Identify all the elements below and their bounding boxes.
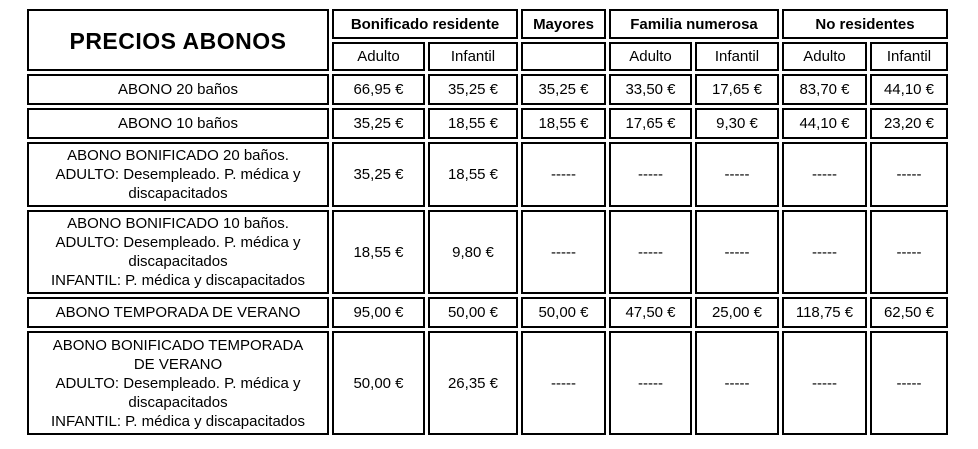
price-cell: 9,30 € [695, 108, 779, 139]
group-header-mayores: Mayores [521, 9, 606, 39]
precios-abonos-table: PRECIOS ABONOS Bonificado residente Mayo… [24, 6, 951, 438]
empty-price-cell: ----- [870, 142, 948, 207]
price-cell: 47,50 € [609, 297, 692, 328]
subheader-row: Adulto Infantil Adulto Infantil Adulto I… [27, 42, 948, 71]
price-cell: 35,25 € [332, 108, 425, 139]
price-cell: 18,55 € [332, 210, 425, 294]
empty-price-cell: ----- [782, 210, 867, 294]
row-label: ABONO TEMPORADA DE VERANO [27, 297, 329, 328]
group-header-no-residentes: No residentes [782, 9, 948, 39]
group-header-familia-numerosa: Familia numerosa [609, 9, 779, 39]
empty-price-cell: ----- [870, 210, 948, 294]
row-label: ABONO 10 baños [27, 108, 329, 139]
subheader-noresidentes-adulto: Adulto [782, 42, 867, 71]
row-label: ABONO BONIFICADO 20 baños. ADULTO: Desem… [27, 142, 329, 207]
price-cell: 95,00 € [332, 297, 425, 328]
table-body: ABONO 20 baños 66,95 €35,25 €35,25 €33,50… [27, 74, 948, 435]
price-cell: 50,00 € [428, 297, 518, 328]
price-cell: 18,55 € [428, 142, 518, 207]
empty-price-cell: ----- [609, 331, 692, 435]
empty-price-cell: ----- [695, 142, 779, 207]
price-cell: 17,65 € [609, 108, 692, 139]
row-label: ABONO BONIFICADO TEMPORADA DE VERANO ADU… [27, 331, 329, 435]
subheader-bonificado-adulto: Adulto [332, 42, 425, 71]
price-cell: 44,10 € [782, 108, 867, 139]
price-cell: 25,00 € [695, 297, 779, 328]
price-cell: 118,75 € [782, 297, 867, 328]
empty-price-cell: ----- [609, 142, 692, 207]
table-row: ABONO 20 baños 66,95 €35,25 €35,25 €33,50… [27, 74, 948, 105]
empty-price-cell: ----- [695, 331, 779, 435]
price-cell: 9,80 € [428, 210, 518, 294]
table-row: ABONO BONIFICADO 20 baños. ADULTO: Desem… [27, 142, 948, 207]
empty-price-cell: ----- [782, 331, 867, 435]
group-header-bonificado-residente: Bonificado residente [332, 9, 518, 39]
price-cell: 44,10 € [870, 74, 948, 105]
table-row: ABONO TEMPORADA DE VERANO 95,00 €50,00 €5… [27, 297, 948, 328]
price-cell: 35,25 € [428, 74, 518, 105]
empty-price-cell: ----- [521, 142, 606, 207]
price-cell: 62,50 € [870, 297, 948, 328]
price-cell: 50,00 € [332, 331, 425, 435]
page-title: PRECIOS ABONOS [69, 27, 287, 54]
table-row: ABONO BONIFICADO 10 baños. ADULTO: Desem… [27, 210, 948, 294]
table-row: ABONO BONIFICADO TEMPORADA DE VERANO ADU… [27, 331, 948, 435]
group-header-row: PRECIOS ABONOS Bonificado residente Mayo… [27, 9, 948, 71]
price-cell: 35,25 € [332, 142, 425, 207]
price-cell: 50,00 € [521, 297, 606, 328]
table-row: ABONO 10 baños 35,25 €18,55 €18,55 €17,65… [27, 108, 948, 139]
price-cell: 17,65 € [695, 74, 779, 105]
subheader-mayores-empty [521, 42, 606, 71]
empty-price-cell: ----- [695, 210, 779, 294]
row-label: ABONO 20 baños [27, 74, 329, 105]
subheader-noresidentes-infantil: Infantil [870, 42, 948, 71]
subheader-familia-adulto: Adulto [609, 42, 692, 71]
empty-price-cell: ----- [782, 142, 867, 207]
subheader-bonificado-infantil: Infantil [428, 42, 518, 71]
price-cell: 18,55 € [521, 108, 606, 139]
empty-price-cell: ----- [870, 331, 948, 435]
price-cell: 26,35 € [428, 331, 518, 435]
empty-price-cell: ----- [521, 331, 606, 435]
empty-price-cell: ----- [609, 210, 692, 294]
price-cell: 23,20 € [870, 108, 948, 139]
price-cell: 83,70 € [782, 74, 867, 105]
row-label: ABONO BONIFICADO 10 baños. ADULTO: Desem… [27, 210, 329, 294]
price-cell: 66,95 € [332, 74, 425, 105]
price-cell: 35,25 € [521, 74, 606, 105]
empty-price-cell: ----- [521, 210, 606, 294]
subheader-familia-infantil: Infantil [695, 42, 779, 71]
title-cell: PRECIOS ABONOS [27, 9, 329, 71]
price-cell: 18,55 € [428, 108, 518, 139]
price-cell: 33,50 € [609, 74, 692, 105]
